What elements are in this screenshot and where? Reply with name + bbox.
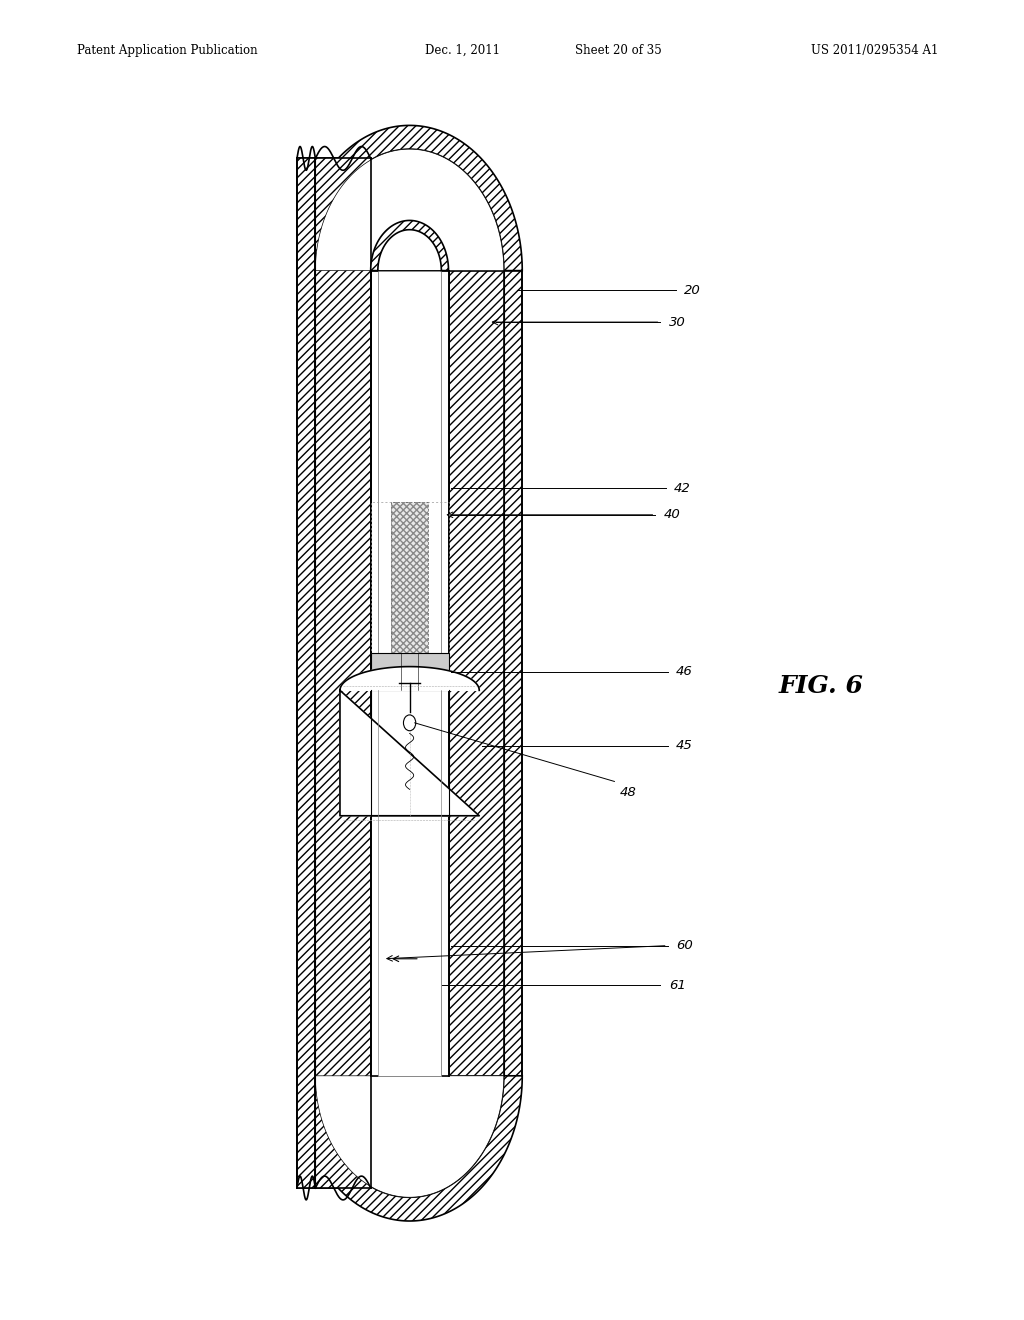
Bar — [378, 271, 441, 690]
Bar — [371, 271, 449, 690]
Bar — [428, 502, 449, 653]
Polygon shape — [340, 667, 479, 816]
Text: 40: 40 — [664, 508, 680, 521]
Text: Sheet 20 of 35: Sheet 20 of 35 — [575, 44, 663, 57]
Text: Patent Application Publication: Patent Application Publication — [77, 44, 257, 57]
Text: 48: 48 — [620, 785, 636, 799]
Bar — [297, 158, 315, 1188]
Text: 20: 20 — [684, 284, 700, 297]
Bar — [504, 271, 522, 1076]
Text: 61: 61 — [669, 978, 685, 991]
Bar — [315, 158, 371, 1188]
Bar — [449, 271, 504, 1076]
Text: FIG. 6: FIG. 6 — [778, 675, 863, 698]
Bar — [391, 502, 428, 653]
Bar — [391, 502, 428, 653]
Text: 30: 30 — [669, 315, 685, 329]
Bar — [297, 158, 315, 1188]
Text: 45: 45 — [676, 739, 692, 752]
Text: 46: 46 — [676, 665, 692, 678]
Bar — [371, 653, 449, 690]
Bar — [378, 816, 441, 1076]
Bar — [315, 158, 371, 1188]
Polygon shape — [297, 1076, 522, 1221]
Text: 42: 42 — [674, 482, 690, 495]
Polygon shape — [297, 125, 522, 271]
Bar — [371, 502, 391, 653]
Bar — [371, 816, 449, 1076]
Polygon shape — [371, 220, 449, 271]
Circle shape — [403, 715, 416, 731]
Text: US 2011/0295354 A1: US 2011/0295354 A1 — [811, 44, 938, 57]
Text: 60: 60 — [676, 939, 692, 952]
Polygon shape — [315, 149, 504, 271]
Text: Dec. 1, 2011: Dec. 1, 2011 — [425, 44, 500, 57]
Polygon shape — [315, 1076, 504, 1197]
